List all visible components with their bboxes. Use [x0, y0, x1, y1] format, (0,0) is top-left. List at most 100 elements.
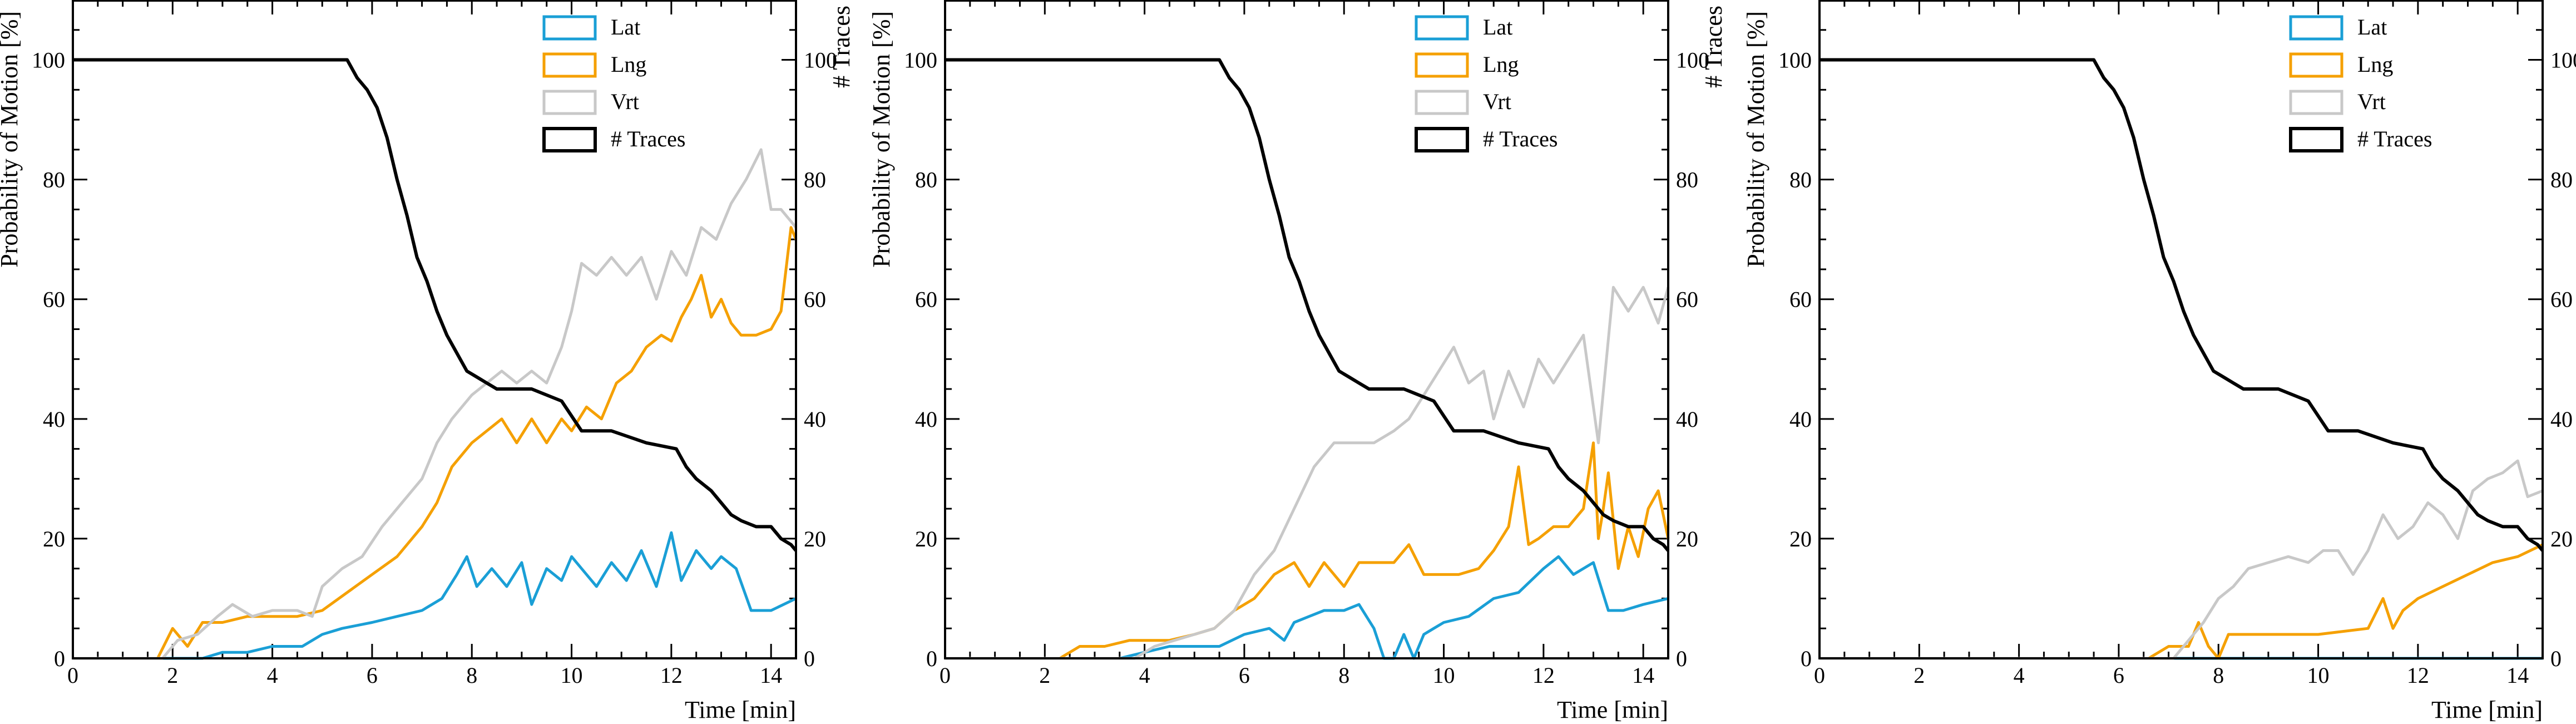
legend-label: Lng — [611, 52, 646, 77]
plot-frame — [72, 0, 797, 659]
y-tick-label: 60 — [43, 287, 65, 312]
x-tick-label: 8 — [466, 663, 477, 688]
x-tick-label: 14 — [760, 663, 782, 688]
y-tick-label: 0 — [926, 646, 937, 671]
y-tick-label: 40 — [915, 407, 937, 432]
legend-label: Lat — [611, 14, 640, 40]
series-line-traces — [945, 58, 1670, 552]
legend-label: Lng — [2357, 52, 2393, 77]
series-line-lng — [945, 441, 1670, 660]
y-tick-label: 100 — [1778, 48, 1812, 73]
legend-label: Vrt — [1483, 89, 1511, 114]
x-tick-label: 4 — [267, 663, 278, 688]
x-axis-label: Time [min] — [1557, 696, 1668, 723]
legend-label: # Traces — [1483, 126, 1558, 151]
legend-swatch — [1415, 52, 1469, 78]
y2-tick-label: 20 — [804, 526, 826, 551]
plot-frame — [944, 0, 1669, 659]
y-tick-label: 20 — [1789, 526, 1812, 551]
y-tick-label: 0 — [54, 646, 65, 671]
x-tick-label: 0 — [67, 663, 78, 688]
x-tick-label: 12 — [1532, 663, 1555, 688]
legend-swatch — [542, 127, 597, 152]
y-tick-label: 80 — [43, 168, 65, 193]
y2-tick-label: 100 — [2550, 48, 2576, 73]
x-tick-label: 14 — [2506, 663, 2529, 688]
x-tick-label: 12 — [2407, 663, 2429, 688]
plot-frame — [1818, 0, 2544, 659]
legend-swatch — [1415, 90, 1469, 115]
x-tick-label: 10 — [561, 663, 583, 688]
y-tick-label: 20 — [915, 526, 937, 551]
y2-tick-label: 80 — [804, 168, 826, 193]
y2-tick-label: 100 — [1676, 48, 1709, 73]
chart-panel-3: 0 2 4 6 8 10 12 14 0 20 40 60 80 100 0 20 40 60 80 100 Time … — [1742, 0, 2576, 723]
x-tick-label: 10 — [2307, 663, 2330, 688]
y-tick-label: 100 — [32, 48, 65, 73]
y-axis-label: Probability of Motion [%] — [868, 11, 895, 268]
chart-panel-1: 0 2 4 6 8 10 12 14 0 20 40 60 80 100 0 20 40 60 80 100 Time … — [0, 0, 855, 723]
x-tick-label: 4 — [2014, 663, 2025, 688]
legend-swatch — [542, 52, 597, 78]
legend-label: # Traces — [2357, 126, 2432, 151]
series-line-lng — [1819, 543, 2544, 660]
series-line-traces — [73, 58, 798, 552]
legend-swatch — [2289, 15, 2343, 41]
legend-swatch — [2289, 52, 2343, 78]
y2-axis-label: # Traces — [828, 6, 855, 88]
x-tick-label: 8 — [2213, 663, 2224, 688]
x-tick-label: 4 — [1139, 663, 1150, 688]
x-tick-label: 8 — [1338, 663, 1349, 688]
legend-swatch — [1415, 15, 1469, 41]
x-tick-label: 6 — [367, 663, 378, 688]
y2-tick-label: 100 — [804, 48, 837, 73]
x-tick-label: 2 — [167, 663, 178, 688]
y2-tick-label: 20 — [1676, 526, 1698, 551]
legend-swatch — [1415, 127, 1469, 152]
x-axis-label: Time [min] — [2431, 696, 2543, 723]
x-tick-label: 10 — [1433, 663, 1455, 688]
x-tick-label: 6 — [1239, 663, 1250, 688]
y-axis-label: Probability of Motion [%] — [1742, 11, 1769, 268]
series-line-vrt — [945, 285, 1670, 660]
legend-label: Vrt — [2357, 89, 2386, 114]
x-axis-label: Time [min] — [685, 696, 796, 723]
y2-tick-label: 40 — [2550, 407, 2573, 432]
y-axis-label: Probability of Motion [%] — [0, 11, 23, 268]
y2-tick-label: 20 — [2550, 526, 2573, 551]
y2-tick-label: 0 — [2550, 646, 2562, 671]
y2-tick-label: 0 — [804, 646, 815, 671]
x-tick-label: 6 — [2113, 663, 2124, 688]
series-line-traces — [1819, 58, 2544, 552]
legend-swatch — [542, 90, 597, 115]
y2-tick-label: 0 — [1676, 646, 1687, 671]
series-line-vrt — [73, 148, 797, 660]
y-tick-label: 60 — [1789, 287, 1812, 312]
legend-label: Lat — [1483, 14, 1512, 40]
y-tick-label: 100 — [904, 48, 937, 73]
x-tick-label: 2 — [1914, 663, 1925, 688]
y-tick-label: 40 — [1789, 407, 1812, 432]
y2-tick-label: 60 — [1676, 287, 1698, 312]
y2-tick-label: 60 — [804, 287, 826, 312]
y2-tick-label: 40 — [804, 407, 826, 432]
y-tick-label: 80 — [1789, 168, 1812, 193]
x-tick-label: 14 — [1632, 663, 1654, 688]
series-line-lng — [73, 226, 798, 660]
y2-axis-label: # Traces — [2574, 6, 2576, 88]
y-tick-label: 40 — [43, 407, 65, 432]
y-tick-label: 0 — [1801, 646, 1812, 671]
series-line-vrt — [1819, 459, 2543, 660]
y2-tick-label: 80 — [1676, 168, 1698, 193]
legend-label: Vrt — [611, 89, 639, 114]
x-tick-label: 12 — [660, 663, 683, 688]
legend-swatch — [2289, 90, 2343, 115]
y2-tick-label: 40 — [1676, 407, 1698, 432]
legend-label: Lng — [1483, 52, 1519, 77]
legend-label: Lat — [2357, 14, 2387, 40]
y2-axis-label: # Traces — [1700, 6, 1727, 88]
y2-tick-label: 60 — [2550, 287, 2573, 312]
y-tick-label: 20 — [43, 526, 65, 551]
legend-swatch — [2289, 127, 2343, 152]
